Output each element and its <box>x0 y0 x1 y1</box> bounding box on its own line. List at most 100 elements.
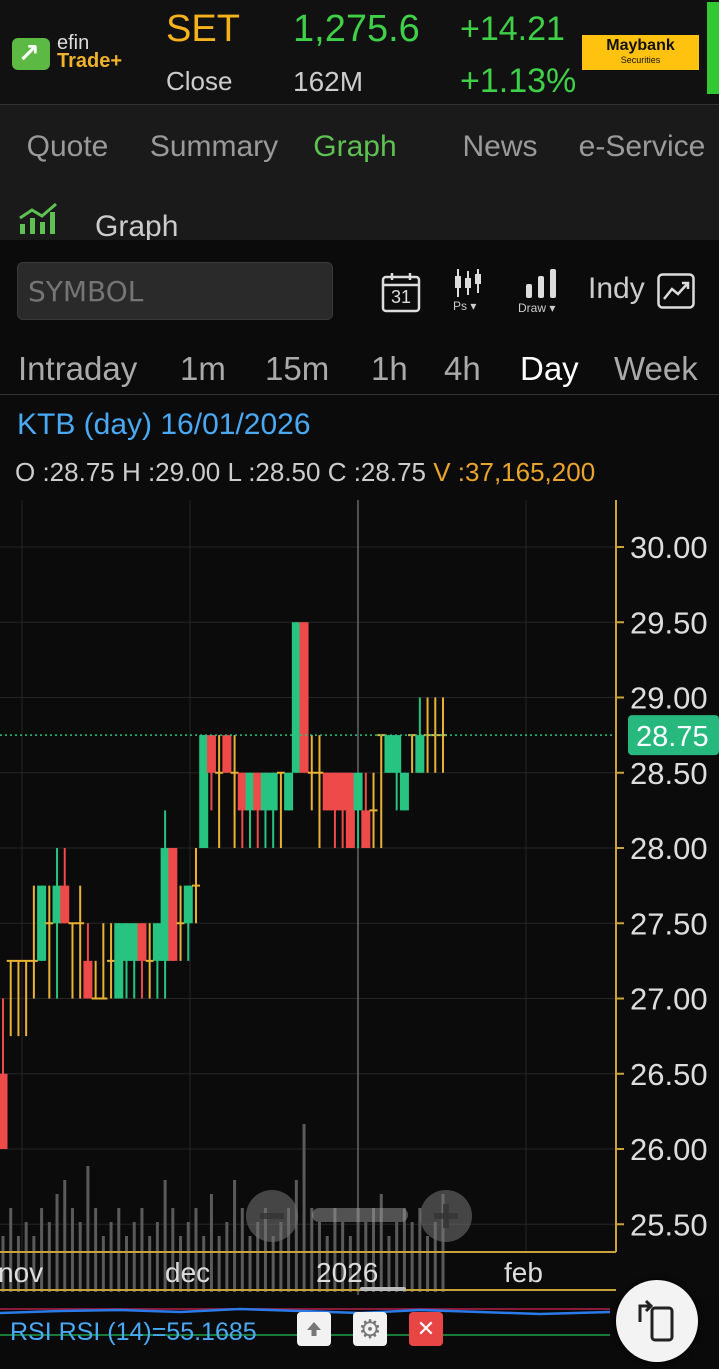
zoom-slider[interactable] <box>312 1208 408 1222</box>
y-tick-label: 26.50 <box>630 1057 708 1092</box>
volume-bar <box>140 1208 144 1292</box>
efin-logo-icon <box>12 38 50 70</box>
symbol-input[interactable] <box>17 262 333 320</box>
volume-bar <box>279 1222 283 1292</box>
x-tick-label: nov <box>0 1257 43 1288</box>
tab-quote[interactable]: Quote <box>26 130 109 163</box>
volume-bar <box>387 1236 391 1292</box>
candlestick-icon <box>455 269 481 297</box>
candle-body <box>206 735 216 773</box>
tab-graph[interactable]: Graph <box>313 130 397 163</box>
close-icon: ✕ <box>416 1316 436 1341</box>
volume-bar <box>32 1236 36 1292</box>
volume-bar <box>125 1236 129 1292</box>
y-tick-label: 28.50 <box>630 756 708 791</box>
volume-bar <box>441 1194 445 1292</box>
rsi-label: RSI RSI (14)=55.1685 <box>10 1318 257 1346</box>
volume-bar <box>40 1208 44 1292</box>
volume-bar <box>194 1208 198 1292</box>
volume-bar <box>248 1236 252 1292</box>
volume-bar <box>209 1194 213 1292</box>
candle-body <box>384 735 394 773</box>
rsi-settings-button[interactable]: ⚙ <box>353 1312 387 1346</box>
index-name[interactable]: SET <box>166 8 240 50</box>
volume-bar <box>333 1208 337 1292</box>
volume-bar <box>317 1222 321 1292</box>
candle-body <box>284 772 294 811</box>
period-15m[interactable]: 15m <box>265 350 330 387</box>
candle-body <box>0 1073 8 1149</box>
period-1h[interactable]: 1h <box>371 350 408 387</box>
candle-body <box>299 622 309 773</box>
volume-bar <box>372 1208 376 1292</box>
rsi-close-button[interactable]: ✕ <box>409 1312 443 1346</box>
volume-bar <box>16 1236 20 1292</box>
calendar-button[interactable]: 31 <box>381 271 421 313</box>
volume-bar <box>263 1208 267 1292</box>
volume-bar <box>217 1236 221 1292</box>
volume-bar <box>163 1180 167 1292</box>
index-value: 1,275.6 <box>293 8 420 50</box>
rsi-up-button[interactable] <box>297 1312 331 1346</box>
edge-indicator <box>707 2 719 94</box>
broker-logo: Maybank Securities <box>582 35 699 70</box>
volume-bar <box>271 1236 275 1292</box>
ohlc-readout: O :28.75 H :29.00 L :28.50 C :28.75 V :3… <box>15 457 595 488</box>
candle-body <box>291 622 301 773</box>
divider <box>0 394 719 395</box>
volume-bar <box>179 1236 183 1292</box>
tab-e-service[interactable]: e-Service <box>578 130 706 163</box>
indy-label: Indy <box>588 272 645 305</box>
ps-button[interactable]: Ps ▾ <box>453 268 487 318</box>
market-status: Close <box>166 66 233 96</box>
volume-bar <box>418 1208 422 1292</box>
broker-name: Maybank <box>606 37 675 54</box>
y-tick-label: 25.50 <box>630 1207 708 1242</box>
price-chart[interactable]: 30.00 29.50 29.00 28.50 28.00 27.50 27.00 26.50… <box>0 500 719 1295</box>
candle-body <box>114 923 124 999</box>
volume-bar <box>24 1222 28 1292</box>
candle-body <box>37 885 47 961</box>
draw-label: Draw ▾ <box>518 301 556 315</box>
volume-bar <box>225 1222 229 1292</box>
chart-background <box>0 500 719 1295</box>
volume-bar <box>341 1222 345 1292</box>
candle-body <box>237 772 247 811</box>
draw-button[interactable]: Draw ▾ <box>518 268 564 318</box>
ps-label: Ps ▾ <box>453 299 477 313</box>
stock-title: KTB (day) 16/01/2026 <box>17 408 311 441</box>
candle-body <box>129 923 139 961</box>
volume-bar <box>86 1166 90 1292</box>
candle-body <box>253 772 263 811</box>
period-intraday[interactable]: Intraday <box>18 350 138 387</box>
volume-bar <box>109 1222 113 1292</box>
candle-body <box>60 885 70 924</box>
period-1m[interactable]: 1m <box>180 350 226 387</box>
index-change-pct: +1.13% <box>460 62 577 100</box>
volume-bar <box>302 1124 306 1292</box>
volume-bar <box>410 1222 414 1292</box>
candle-body <box>222 735 232 773</box>
candle-body <box>392 735 402 773</box>
tab-news[interactable]: News <box>462 130 538 163</box>
minus-icon <box>260 1213 284 1219</box>
candle-body <box>345 772 355 848</box>
volume-bar <box>117 1208 121 1292</box>
last-price-label: 28.75 <box>636 721 709 753</box>
period-4h[interactable]: 4h <box>444 350 481 387</box>
volume-bar <box>47 1222 51 1292</box>
volume-bar <box>233 1180 237 1292</box>
indicator-icon[interactable] <box>657 273 695 309</box>
y-tick-label: 27.50 <box>630 906 708 941</box>
candle-body <box>268 772 278 811</box>
indy-button[interactable]: Indy <box>588 272 645 306</box>
volume-bar <box>379 1194 383 1292</box>
candle-body <box>199 735 209 848</box>
scroll-indicator[interactable] <box>360 1287 406 1291</box>
volume-bar <box>294 1180 298 1292</box>
rotate-screen-button[interactable] <box>616 1280 698 1362</box>
tab-summary[interactable]: Summary <box>149 130 279 163</box>
period-day[interactable]: Day <box>520 350 579 387</box>
period-week[interactable]: Week <box>614 350 698 387</box>
volume-bar <box>55 1194 59 1292</box>
